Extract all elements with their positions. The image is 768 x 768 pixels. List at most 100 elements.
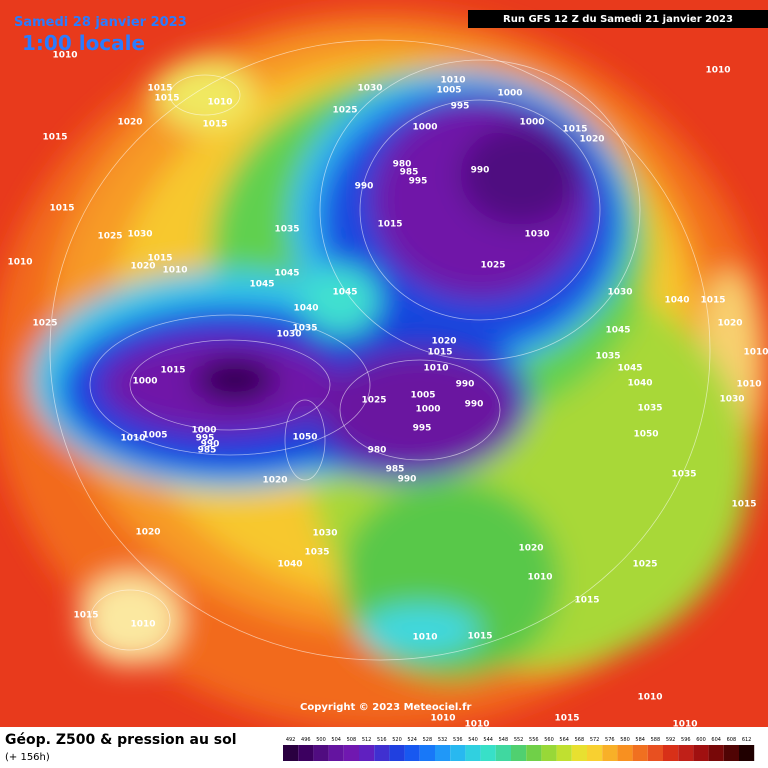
scale-swatch bbox=[663, 745, 679, 761]
isobar-label: 1005 bbox=[142, 431, 167, 441]
date-label: Samedi 28 janvier 2023 bbox=[14, 15, 187, 30]
scale-label: 552 bbox=[514, 737, 524, 743]
isobar-label: 990 bbox=[398, 475, 417, 485]
scale-swatch bbox=[283, 745, 299, 761]
isobar-label: 1045 bbox=[332, 288, 357, 298]
isobar-label: 1035 bbox=[304, 548, 329, 558]
scale-swatch bbox=[359, 745, 375, 761]
scale-label: 536 bbox=[453, 737, 463, 743]
isobar-label: 1015 bbox=[160, 366, 185, 376]
scale-label: 564 bbox=[559, 737, 569, 743]
scale-swatch bbox=[389, 745, 405, 761]
isobar-label: 1040 bbox=[277, 560, 302, 570]
isobar-label: 1030 bbox=[524, 230, 549, 240]
scale-swatch bbox=[404, 745, 420, 761]
isobar-label: 1045 bbox=[605, 326, 630, 336]
isobar-label: 1025 bbox=[97, 232, 122, 242]
scale-swatch bbox=[617, 745, 633, 761]
isobar-label: 1015 bbox=[574, 596, 599, 606]
isobar-label: 1020 bbox=[579, 135, 604, 145]
scale-label: 500 bbox=[316, 737, 326, 743]
isobar-label: 1030 bbox=[312, 529, 337, 539]
isobar-label: 1015 bbox=[554, 714, 579, 724]
scale-label: 576 bbox=[605, 737, 615, 743]
scale-swatch bbox=[556, 745, 572, 761]
scale-label: 512 bbox=[362, 737, 372, 743]
isobar-label: 1010 bbox=[7, 258, 32, 268]
footer-title: Géop. Z500 & pression au sol bbox=[5, 732, 237, 748]
isobar-label: 1015 bbox=[49, 204, 74, 214]
scale-label: 540 bbox=[468, 737, 478, 743]
isobar-label: 985 bbox=[198, 446, 217, 456]
isobar-label: 1015 bbox=[202, 120, 227, 130]
isobar-label: 1010 bbox=[672, 720, 697, 730]
scale-label: 496 bbox=[301, 737, 311, 743]
isobar-label: 1025 bbox=[361, 396, 386, 406]
isobar-label: 1010 bbox=[464, 720, 489, 730]
isobar-label: 1015 bbox=[42, 133, 67, 143]
scale-swatch bbox=[693, 745, 709, 761]
map-field bbox=[0, 0, 768, 730]
scale-label: 528 bbox=[423, 737, 433, 743]
isobar-label: 1040 bbox=[627, 379, 652, 389]
isobar-label: 995 bbox=[196, 434, 215, 444]
isobar-label: 1010 bbox=[736, 380, 761, 390]
scale-label: 592 bbox=[666, 737, 676, 743]
scale-swatch bbox=[495, 745, 511, 761]
scale-swatch bbox=[632, 745, 648, 761]
isobar-label: 1010 bbox=[430, 714, 455, 724]
scale-swatch bbox=[723, 745, 739, 761]
scale-label: 588 bbox=[651, 737, 661, 743]
scale-swatch bbox=[708, 745, 724, 761]
isobar-label: 1025 bbox=[632, 560, 657, 570]
isobar-label: 1045 bbox=[617, 364, 642, 374]
isobar-label: 1020 bbox=[130, 262, 155, 272]
scale-label: 544 bbox=[483, 737, 493, 743]
scale-label: 612 bbox=[742, 737, 752, 743]
isobar-label: 1000 bbox=[497, 89, 522, 99]
isobar-label: 1005 bbox=[436, 86, 461, 96]
isobar-label: 995 bbox=[413, 424, 432, 434]
isobar-label: 1020 bbox=[135, 528, 160, 538]
isobar-label: 1000 bbox=[415, 405, 440, 415]
isobar-label: 1025 bbox=[332, 106, 357, 116]
time-label: 1:00 locale bbox=[22, 31, 145, 55]
scale-swatch bbox=[647, 745, 663, 761]
isobar-label: 1035 bbox=[671, 470, 696, 480]
scale-swatch bbox=[739, 745, 755, 761]
isobar-label: 1020 bbox=[518, 544, 543, 554]
run-banner bbox=[468, 10, 768, 28]
scale-label: 608 bbox=[727, 737, 737, 743]
scale-swatch bbox=[298, 745, 314, 761]
isobar-label: 1030 bbox=[276, 330, 301, 340]
isobar-label: 1020 bbox=[717, 319, 742, 329]
isobar-label: 1020 bbox=[117, 118, 142, 128]
isobar-label: 1010 bbox=[637, 693, 662, 703]
scale-label: 504 bbox=[331, 737, 341, 743]
isobar-label: 1015 bbox=[467, 632, 492, 642]
isobar-label: 1010 bbox=[120, 434, 145, 444]
scale-label: 584 bbox=[635, 737, 645, 743]
scale-swatch bbox=[571, 745, 587, 761]
isobar-label: 1000 bbox=[412, 123, 437, 133]
isobar-label: 1045 bbox=[274, 269, 299, 279]
isobar-label: 1035 bbox=[637, 404, 662, 414]
isobar-label: 1040 bbox=[664, 296, 689, 306]
isobar-label: 1015 bbox=[147, 254, 172, 264]
isobar-label: 995 bbox=[409, 177, 428, 187]
scale-label: 532 bbox=[438, 737, 448, 743]
isobar-label: 995 bbox=[451, 102, 470, 112]
isobar-label: 1010 bbox=[440, 76, 465, 86]
isobar-label: 1015 bbox=[377, 220, 402, 230]
scale-label: 508 bbox=[347, 737, 357, 743]
isobar-label: 980 bbox=[393, 160, 412, 170]
isobar-label: 1015 bbox=[73, 611, 98, 621]
scale-swatch bbox=[587, 745, 603, 761]
scale-label: 548 bbox=[499, 737, 509, 743]
scale-label: 596 bbox=[681, 737, 691, 743]
isobar-label: 1005 bbox=[410, 391, 435, 401]
scale-label: 600 bbox=[696, 737, 706, 743]
color-scale: 492 496 500 504 508 512 516 520 524 528 532 536 540 5… bbox=[283, 737, 755, 761]
isobar-label: 1030 bbox=[607, 288, 632, 298]
